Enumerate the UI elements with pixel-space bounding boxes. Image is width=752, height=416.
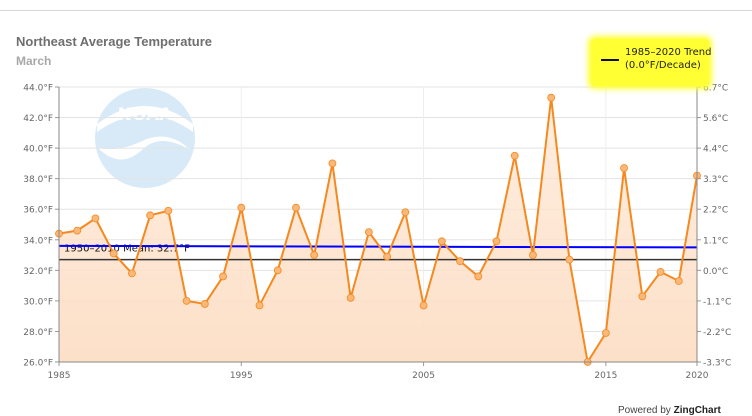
y-tick-label: 44.0°F <box>23 84 53 94</box>
data-point-2017 <box>638 292 647 301</box>
trend-line <box>58 244 698 249</box>
y-tick-label: 30.0°F <box>23 297 53 307</box>
y2-tick-label: 3.3°C <box>703 175 728 185</box>
data-point-1988 <box>109 249 118 258</box>
x-tick-label: 2020 <box>686 371 709 381</box>
data-point-1999 <box>310 251 319 259</box>
data-point-2013 <box>565 255 574 264</box>
y2-tick-label: 4.4°C <box>703 145 728 155</box>
zingchart-brand: ZingChart <box>673 405 721 416</box>
y2-tick-label: -2.2°C <box>703 328 731 338</box>
data-point-2008 <box>474 272 483 281</box>
data-point-2011 <box>529 251 537 259</box>
y-tick-label: 42.0°F <box>23 114 53 124</box>
legend[interactable]: 1985–2020 Trend (0.0°F/Decade) <box>591 39 711 86</box>
x-tick-label: 2015 <box>594 371 617 381</box>
y2-tick-label: 1.1°C <box>703 236 728 246</box>
data-point-2005 <box>419 301 428 310</box>
data-point-1986 <box>73 226 82 235</box>
y-tick-label: 40.0°F <box>23 145 53 155</box>
data-point-2012 <box>547 93 556 102</box>
data-point-2006 <box>437 237 446 246</box>
area-fill <box>59 97 697 362</box>
top-divider <box>0 10 752 11</box>
chart-subtitle: March <box>16 54 52 68</box>
data-point-2016 <box>620 164 628 172</box>
series-layer <box>55 93 701 366</box>
y-tick-label: 28.0°F <box>23 328 53 338</box>
data-point-2018 <box>656 267 665 276</box>
data-point-1992 <box>182 296 191 305</box>
data-point-2003 <box>383 252 392 261</box>
data-point-2009 <box>492 237 501 246</box>
y2-tick-label: -3.3°C <box>703 359 731 369</box>
data-point-2015 <box>601 329 610 337</box>
data-point-2004 <box>401 208 410 217</box>
powered-by-prefix: Powered by <box>618 405 671 416</box>
legend-trend-swatch <box>601 59 619 61</box>
y2-tick-label: 6.7°C <box>703 84 728 94</box>
y-tick-label: 32.0°F <box>23 267 53 277</box>
data-point-1990 <box>146 211 155 220</box>
data-point-1997 <box>273 266 282 275</box>
data-point-1989 <box>128 269 136 278</box>
y2-tick-label: 2.2°C <box>703 206 728 216</box>
data-point-1987 <box>91 214 100 223</box>
legend-trend-label: 1985–2020 Trend <box>625 47 712 58</box>
chart-title: Northeast Average Temperature <box>16 34 213 49</box>
reference-lines: 1950–2010 Mean: 32.7°F <box>58 244 698 261</box>
data-point-1998 <box>292 203 300 212</box>
data-point-1994 <box>219 272 227 281</box>
y2-tick-label: 5.6°C <box>703 114 728 124</box>
y-tick-label: 34.0°F <box>23 236 53 246</box>
noaa-logo-icon: NOAA <box>95 88 195 188</box>
y-tick-label: 36.0°F <box>23 206 53 216</box>
axes: 26.0°F -3.3°C 28.0°F -2.2°C 30.0°F -1.1°C 32.0… <box>23 84 731 382</box>
noaa-watermark-text: NOAA <box>118 105 173 125</box>
y-tick-label: 26.0°F <box>23 359 53 369</box>
data-point-1995 <box>237 203 246 212</box>
x-tick-label: 1985 <box>48 371 71 381</box>
legend-trend-rate: (0.0°F/Decade) <box>625 60 701 71</box>
data-point-2002 <box>364 228 373 237</box>
data-point-1991 <box>164 206 173 215</box>
data-point-2010 <box>510 151 519 160</box>
x-tick-label: 1995 <box>230 371 253 381</box>
data-point-1996 <box>255 301 264 310</box>
area-path <box>59 97 697 362</box>
data-point-2007 <box>456 257 464 266</box>
powered-by[interactable]: Powered by ZingChart <box>618 405 721 416</box>
legend-text: 1985–2020 Trend (0.0°F/Decade) <box>625 46 711 72</box>
data-point-1993 <box>200 300 209 308</box>
x-tick-label: 2005 <box>412 371 435 381</box>
y-tick-label: 38.0°F <box>23 175 53 185</box>
mean-label: 1950–2010 Mean: 32.7°F <box>64 244 190 255</box>
data-point-2019 <box>674 277 683 285</box>
data-point-2001 <box>346 293 355 302</box>
y2-tick-label: 0.0°C <box>703 267 728 277</box>
y2-tick-label: -1.1°C <box>703 297 731 307</box>
data-point-2000 <box>328 159 337 168</box>
